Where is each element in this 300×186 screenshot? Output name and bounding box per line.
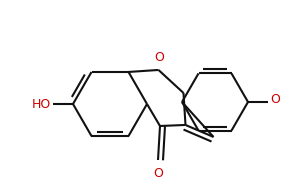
Text: O: O [153,167,163,180]
Text: O: O [270,92,280,105]
Text: O: O [154,51,164,64]
Text: HO: HO [32,97,51,110]
